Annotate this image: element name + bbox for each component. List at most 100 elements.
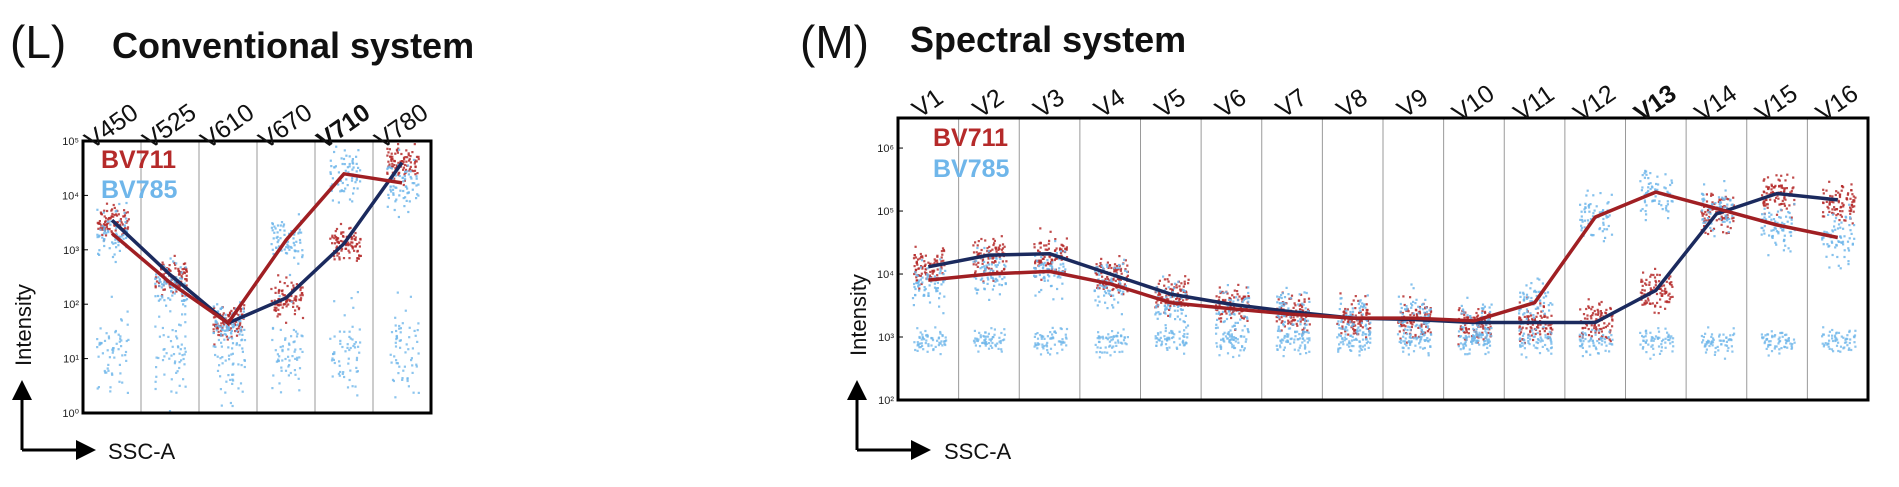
event-dot (348, 162, 351, 166)
event-dot (1155, 311, 1158, 314)
event-dot (158, 284, 161, 287)
event-dot (297, 377, 300, 380)
event-dot (1714, 351, 1717, 354)
event-dot (1702, 212, 1705, 216)
event-dot (105, 332, 108, 335)
event-dot (1418, 324, 1421, 327)
event-dot (180, 277, 183, 280)
event-dot (1182, 344, 1185, 347)
event-dot (115, 233, 118, 237)
event-dot (983, 260, 986, 263)
event-dot (231, 323, 234, 326)
event-dot (1770, 185, 1773, 188)
event-dot (1462, 347, 1465, 350)
event-dot (357, 166, 360, 169)
event-dot (108, 227, 111, 231)
event-dot (1344, 307, 1347, 311)
event-dot (1831, 213, 1834, 216)
event-dot (1294, 330, 1297, 333)
event-dot (1763, 340, 1767, 343)
event-dot (1040, 335, 1043, 338)
event-dot (1175, 286, 1178, 289)
event-dot (114, 331, 117, 334)
event-dot (220, 334, 223, 337)
event-dot (219, 357, 222, 360)
event-dot (1048, 256, 1051, 259)
event-dot (1477, 308, 1480, 311)
event-dot (293, 313, 296, 316)
event-dot (221, 314, 224, 317)
event-dot (399, 327, 402, 330)
event-dot (1043, 244, 1046, 247)
event-dot (277, 313, 280, 316)
event-dot (1361, 302, 1364, 305)
event-dot (1672, 345, 1675, 348)
event-dot (1045, 244, 1048, 247)
event-dot (1112, 294, 1115, 297)
event-dot (1775, 196, 1778, 199)
event-dot (184, 350, 187, 353)
event-dot (184, 266, 187, 269)
event-dot (1777, 342, 1780, 345)
event-dot (1423, 315, 1426, 318)
event-dot (1038, 273, 1041, 277)
event-dot (1539, 340, 1542, 343)
event-dot (989, 249, 992, 252)
event-dot (1106, 265, 1109, 268)
event-dot (405, 160, 408, 163)
event-dot (986, 250, 989, 253)
event-dot (1351, 310, 1355, 313)
event-dot (1774, 227, 1777, 230)
event-dot (1285, 340, 1288, 343)
event-dot (939, 342, 942, 345)
event-dot (1718, 202, 1721, 206)
event-dot (1536, 312, 1539, 315)
event-dot (1230, 312, 1233, 315)
event-dot (1583, 226, 1586, 229)
event-dot (414, 159, 417, 162)
event-dot (229, 327, 233, 330)
event-dot (154, 325, 157, 328)
event-dot (1036, 342, 1040, 345)
event-dot (111, 351, 114, 354)
event-dot (1283, 334, 1286, 338)
event-dot (1603, 341, 1607, 344)
event-dot (275, 246, 278, 249)
event-dot (931, 339, 935, 342)
event-dot (1775, 243, 1778, 246)
event-dot (1765, 337, 1768, 341)
event-dot (403, 173, 406, 176)
event-dot (1001, 339, 1004, 342)
event-dot (107, 228, 110, 231)
event-dot (1111, 346, 1114, 349)
event-dot (930, 344, 933, 347)
event-dot (1599, 337, 1602, 340)
event-dot (1762, 200, 1765, 203)
event-dot (357, 345, 360, 348)
event-dot (1488, 328, 1491, 331)
event-dot (1403, 328, 1407, 331)
event-dot (101, 225, 104, 228)
event-dot (1126, 270, 1129, 274)
event-dot (1848, 203, 1851, 206)
event-dot (940, 250, 943, 253)
event-dot (1170, 336, 1173, 340)
event-dot (1182, 339, 1185, 342)
event-dot (1420, 323, 1423, 326)
event-dot (1670, 179, 1673, 182)
event-dot (1782, 249, 1785, 252)
event-dot (1101, 351, 1104, 354)
event-dot (1842, 186, 1845, 189)
event-dot (1106, 277, 1110, 281)
event-dot (339, 239, 343, 243)
event-dot (1338, 308, 1341, 311)
event-dot (1101, 284, 1104, 287)
event-dot (415, 177, 418, 180)
event-dot (1477, 335, 1480, 338)
event-dot (1523, 296, 1526, 299)
event-dot (1419, 338, 1422, 341)
event-dot (1765, 192, 1768, 195)
event-dot (163, 299, 166, 302)
event-dot (1043, 275, 1046, 278)
event-dot (1536, 341, 1540, 345)
